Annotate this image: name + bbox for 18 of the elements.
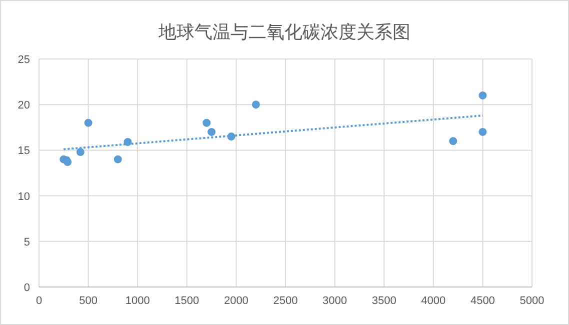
y-tick-label: 25 xyxy=(18,54,30,66)
x-tick-label: 1000 xyxy=(125,295,150,307)
y-tick-label: 0 xyxy=(24,282,30,294)
x-tick-label: 4000 xyxy=(421,295,446,307)
x-tick-label: 3500 xyxy=(372,295,396,307)
x-tick-label: 5000 xyxy=(520,295,544,307)
y-tick-label: 15 xyxy=(18,145,30,158)
y-tick-label: 10 xyxy=(18,190,30,203)
x-tick-label: 4500 xyxy=(470,295,495,307)
x-tick-label: 500 xyxy=(79,295,98,307)
x-tick-label: 3000 xyxy=(322,295,348,307)
x-tick-label: 1500 xyxy=(174,295,200,307)
chart-title: 地球气温与二氧化碳浓度关系图 xyxy=(158,22,410,42)
y-tick-label: 5 xyxy=(24,236,30,248)
y-tick-label: 20 xyxy=(18,100,30,112)
x-tick-label: 2000 xyxy=(224,295,248,307)
x-tick-label: 0 xyxy=(36,295,42,307)
x-tick-label: 2500 xyxy=(273,295,298,307)
